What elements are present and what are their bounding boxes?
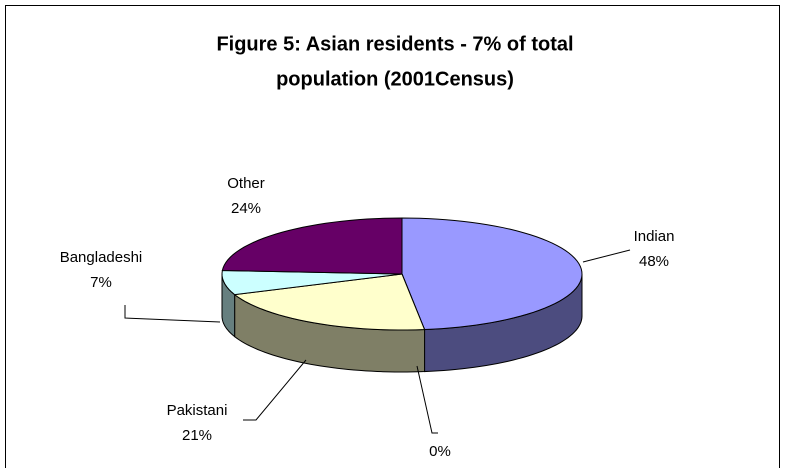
pie: [221, 217, 583, 373]
category-label: Pakistani: [167, 402, 228, 419]
slice: [221, 269, 403, 296]
value-label: 21%: [182, 427, 212, 444]
category-label: Bangladeshi: [60, 249, 143, 266]
leader-line: [416, 365, 438, 434]
value-label: 7%: [90, 274, 112, 291]
slice: [401, 217, 583, 331]
chart-title: population (2001Census): [276, 68, 514, 90]
slice: [221, 217, 403, 275]
value-label: 48%: [639, 253, 669, 270]
category-label: Indian: [634, 228, 675, 245]
chart-title: Figure 5: Asian residents - 7% of total: [216, 33, 573, 55]
value-label: 0%: [429, 443, 451, 460]
leader-line: [124, 305, 221, 323]
value-label: 24%: [231, 200, 261, 217]
labels: Indian 48% 0% Pakistani 21% Bangladeshi 7% Othe…: [60, 175, 675, 460]
leader-line: [582, 249, 631, 263]
leader-line: [243, 359, 307, 421]
category-label: Other: [227, 175, 265, 192]
slice: [233, 273, 426, 331]
